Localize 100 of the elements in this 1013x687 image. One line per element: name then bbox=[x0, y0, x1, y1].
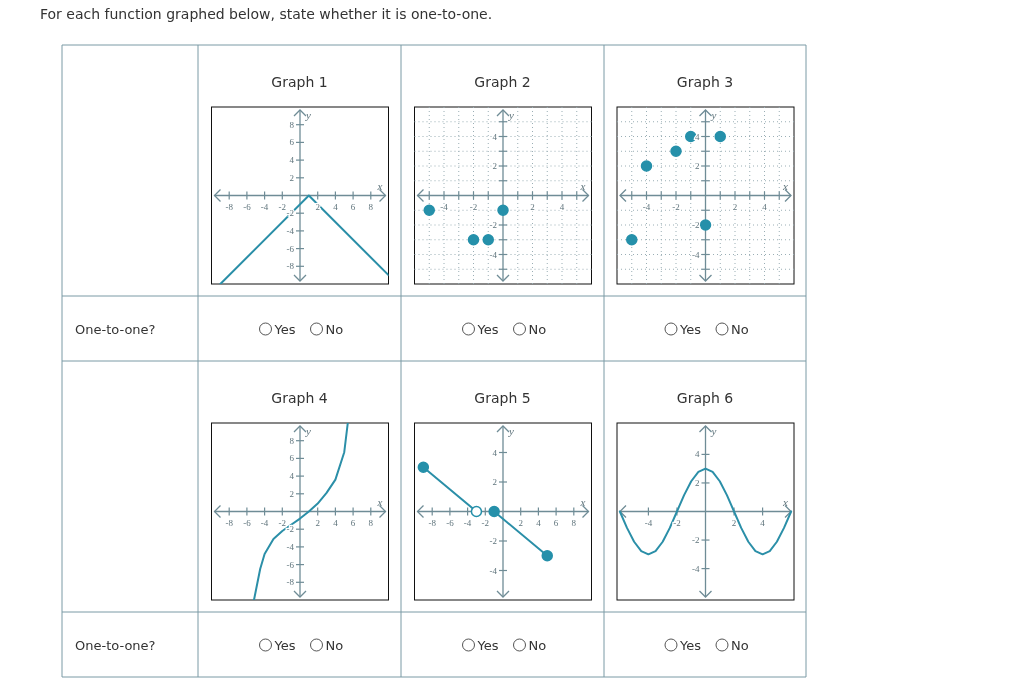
y-tick-label: 8 bbox=[289, 435, 295, 446]
x-tick-label: -6 bbox=[243, 517, 252, 528]
x-tick-label: -2 bbox=[673, 517, 681, 528]
x-axis-title: x bbox=[782, 179, 789, 192]
y-tick-label: -6 bbox=[286, 243, 295, 254]
x-tick-label: -4 bbox=[260, 201, 269, 212]
y-tick-label: -6 bbox=[286, 559, 295, 570]
x-tick-label: 4 bbox=[333, 201, 339, 212]
x-tick-label: -2 bbox=[278, 517, 287, 528]
text: Yes bbox=[476, 638, 499, 653]
x-tick-label: -2 bbox=[469, 201, 478, 212]
point bbox=[488, 505, 500, 518]
x-tick-label: 4 bbox=[333, 517, 339, 528]
y-tick-label: -4 bbox=[692, 563, 700, 574]
x-tick-label: 4 bbox=[559, 201, 565, 212]
x-tick-label: 2 bbox=[315, 517, 320, 528]
x-tick-label: 8 bbox=[368, 201, 374, 212]
x-tick-label: -4 bbox=[440, 201, 449, 212]
point bbox=[670, 145, 682, 157]
y-tick-label: -2 bbox=[489, 220, 497, 230]
chart-title: Graph 1 bbox=[271, 74, 328, 90]
y-tick-label: -8 bbox=[286, 261, 295, 272]
y-tick-label: 4 bbox=[289, 471, 295, 482]
y-tick-label: -4 bbox=[692, 249, 700, 260]
text: No bbox=[325, 638, 344, 653]
y-tick-label: 6 bbox=[289, 137, 295, 148]
y-tick-label: -2 bbox=[286, 524, 294, 535]
y-axis-title: y bbox=[710, 109, 717, 121]
x-tick-label: -2 bbox=[278, 201, 287, 212]
y-tick-label: 4 bbox=[492, 447, 498, 458]
y-tick-label: 8 bbox=[289, 119, 295, 130]
x-tick-label: -4 bbox=[642, 201, 651, 212]
y-tick-label: 6 bbox=[289, 453, 295, 464]
x-axis-title: x bbox=[376, 495, 383, 508]
y-tick-label: 4 bbox=[492, 131, 498, 142]
chart-title: Graph 3 bbox=[676, 74, 734, 90]
x-axis-title: x bbox=[579, 179, 586, 192]
x-tick-label: 4 bbox=[762, 201, 768, 212]
x-tick-label: -2 bbox=[672, 201, 680, 212]
y-axis-title: y bbox=[710, 425, 717, 437]
y-tick-label: 2 bbox=[695, 161, 700, 171]
x-tick-label: -8 bbox=[225, 517, 234, 528]
x-tick-label: 6 bbox=[553, 517, 559, 528]
y-axis-title: y bbox=[508, 109, 514, 121]
y-axis-title: y bbox=[305, 109, 311, 121]
text: One-to-one? bbox=[75, 638, 156, 653]
y-tick-label: -2 bbox=[692, 535, 700, 546]
x-tick-label: -6 bbox=[243, 201, 252, 212]
y-tick-label: -4 bbox=[489, 249, 498, 260]
y-tick-label: 2 bbox=[695, 477, 700, 488]
x-tick-label: -6 bbox=[446, 517, 455, 528]
y-tick-label: -2 bbox=[489, 536, 497, 546]
x-tick-label: -2 bbox=[481, 517, 490, 528]
x-tick-label: 6 bbox=[350, 517, 356, 528]
text: Yes bbox=[476, 322, 499, 337]
y-tick-label: 4 bbox=[289, 155, 295, 166]
y-tick-label: -2 bbox=[692, 220, 700, 230]
chart-title: Graph 6 bbox=[676, 390, 734, 406]
text: Yes bbox=[679, 322, 702, 337]
x-tick-label: -4 bbox=[463, 517, 472, 528]
x-tick-label: 4 bbox=[760, 517, 766, 528]
x-tick-label: 4 bbox=[536, 517, 542, 528]
line-series bbox=[252, 423, 349, 600]
text: Yes bbox=[273, 322, 296, 337]
y-tick-label: 4 bbox=[695, 131, 700, 142]
y-tick-label: 4 bbox=[695, 449, 700, 460]
y-axis-title: y bbox=[305, 425, 311, 437]
x-tick-label: 2 bbox=[315, 201, 320, 212]
x-tick-label: -8 bbox=[428, 517, 437, 528]
y-tick-label: -4 bbox=[286, 225, 295, 236]
chart-title: Graph 4 bbox=[271, 390, 328, 406]
x-tick-label: 2 bbox=[530, 201, 535, 212]
chart-title: Graph 5 bbox=[474, 390, 531, 406]
x-tick-label: -4 bbox=[644, 517, 653, 528]
x-tick-label: 2 bbox=[731, 517, 737, 528]
line-series bbox=[618, 467, 793, 556]
point bbox=[714, 130, 726, 143]
x-tick-label: -4 bbox=[260, 517, 269, 528]
chart-title: Graph 2 bbox=[474, 74, 531, 90]
point bbox=[699, 219, 712, 231]
y-tick-label: 2 bbox=[492, 161, 497, 171]
x-axis-title: x bbox=[376, 179, 383, 192]
point bbox=[417, 461, 430, 473]
y-axis-title: y bbox=[508, 425, 514, 437]
text: For each function graphed below, state whether it is one-to-one. bbox=[40, 6, 493, 22]
x-tick-label: 8 bbox=[368, 517, 374, 528]
text: No bbox=[731, 322, 749, 337]
point bbox=[470, 505, 483, 518]
text: Yes bbox=[273, 638, 296, 653]
point bbox=[541, 550, 553, 562]
point bbox=[640, 160, 653, 172]
point bbox=[626, 234, 638, 246]
x-tick-label: 2 bbox=[732, 201, 738, 212]
x-tick-label: -8 bbox=[225, 201, 234, 212]
y-tick-label: 2 bbox=[289, 488, 294, 499]
text: Yes bbox=[679, 638, 702, 653]
text: One-to-one? bbox=[75, 322, 156, 337]
y-tick-label: 2 bbox=[492, 477, 497, 487]
x-axis-title: x bbox=[579, 495, 586, 508]
text: No bbox=[528, 638, 547, 653]
